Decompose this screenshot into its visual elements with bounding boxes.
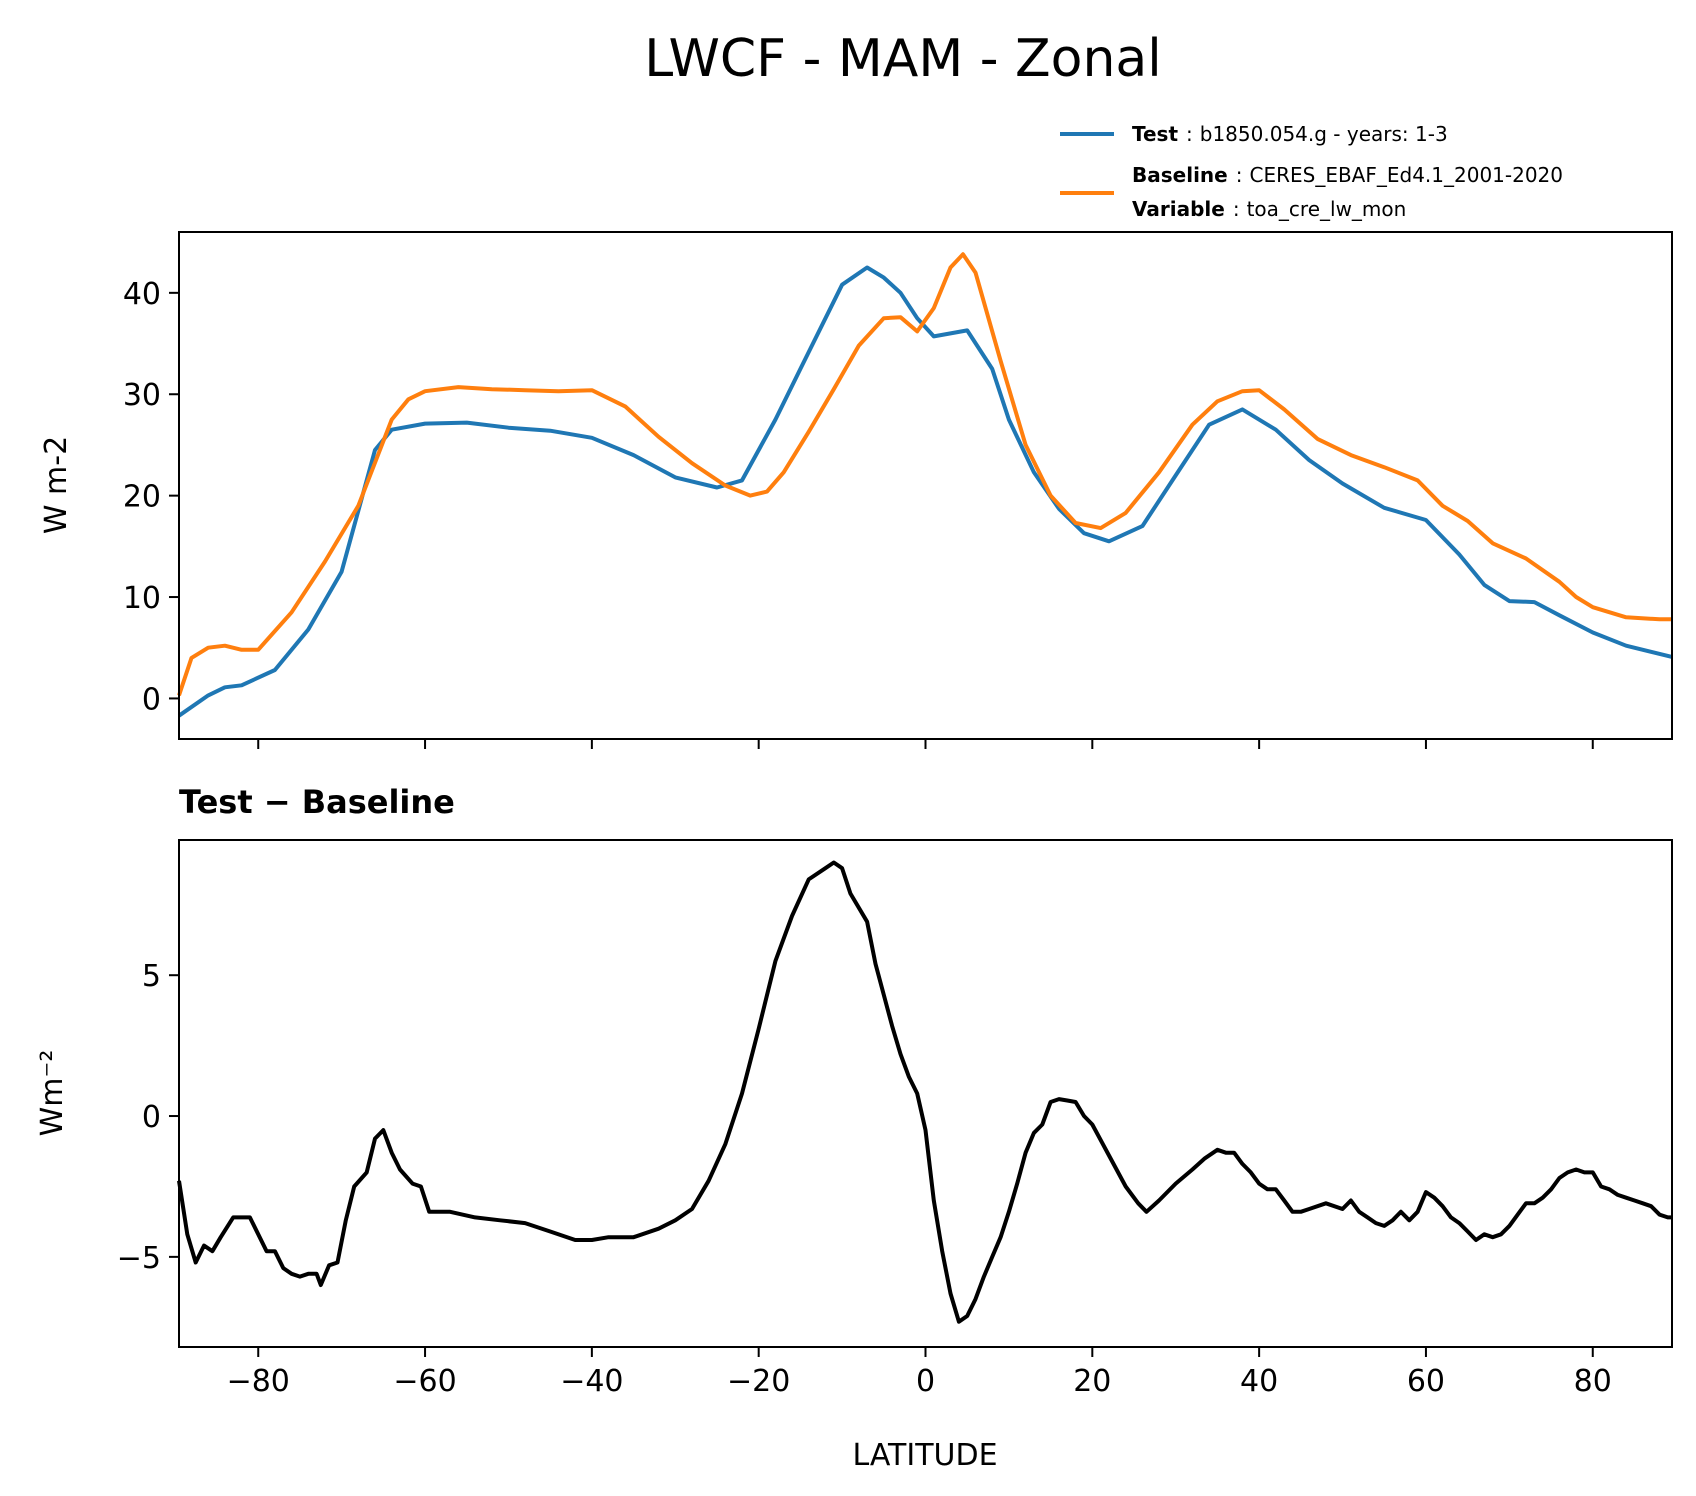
figure-title: LWCF - MAM - Zonal [644,29,1162,89]
bottom-ytick-label: −5 [117,1241,161,1276]
top-panel-series [177,252,1673,718]
top-panel-ticks: 0 10 20 30 40 [123,277,1594,749]
legend-test-sep: : [1186,122,1193,146]
bottom-ytick-label: 5 [142,959,161,994]
legend-test-entry: Test : b1850.054.g - years: 1-3 [1132,122,1448,146]
bottom-xtick-label: −80 [227,1364,290,1399]
legend-baseline-key: Baseline [1132,163,1228,187]
top-panel: 0 10 20 30 40 W m-2 [39,231,1673,749]
top-panel-frame [178,231,1673,740]
legend-baseline-entry: Baseline : CERES_EBAF_Ed4.1_2001-2020 [1132,163,1563,187]
legend-baseline-value: CERES_EBAF_Ed4.1_2001-2020 [1249,163,1563,187]
bottom-series-line-test-baseline [177,860,1672,1324]
bottom-xtick-label: −60 [393,1364,456,1399]
bottom-ytick-label: 0 [142,1100,161,1135]
bottom-xtick-label: −40 [560,1364,623,1399]
top-panel-ylabel: W m-2 [39,436,74,534]
bottom-panel: Test − Baseline −5 0 5 −80 −60 −40 −20 0 20 40 60 8… [35,783,1673,1473]
bottom-xtick-label: 0 [916,1364,935,1399]
bottom-xtick-label: 40 [1240,1364,1278,1399]
top-ytick-label: 10 [123,581,161,616]
legend-variable-entry: Variable : toa_cre_lw_mon [1132,197,1406,221]
legend: Test : b1850.054.g - years: 1-3 Baseline… [1060,122,1563,221]
bottom-xtick-label: 20 [1073,1364,1111,1399]
bottom-panel-ticks: −5 0 5 −80 −60 −40 −20 0 20 40 60 80 [117,959,1612,1399]
legend-baseline-sep: : [1236,163,1243,187]
legend-test-value: b1850.054.g - years: 1-3 [1200,122,1448,146]
top-series-line-test [177,265,1673,718]
bottom-xtick-label: 80 [1574,1364,1612,1399]
bottom-panel-xlabel: LATITUDE [852,1438,997,1473]
top-ytick-label: 20 [123,480,161,515]
bottom-xtick-label: −20 [727,1364,790,1399]
bottom-panel-title: Test − Baseline [179,783,455,821]
top-series-line-baseline [177,252,1672,697]
legend-variable-key: Variable [1132,197,1225,221]
legend-variable-sep: : [1233,197,1240,221]
bottom-panel-frame [178,839,1673,1348]
legend-test-key: Test [1132,122,1178,146]
bottom-panel-series [177,860,1672,1324]
bottom-panel-ylabel: Wm⁻² [35,1050,70,1137]
top-ytick-label: 40 [123,277,161,312]
top-ytick-label: 0 [142,682,161,717]
top-ytick-label: 30 [123,378,161,413]
legend-variable-value: toa_cre_lw_mon [1247,197,1407,221]
bottom-xtick-label: 60 [1407,1364,1445,1399]
